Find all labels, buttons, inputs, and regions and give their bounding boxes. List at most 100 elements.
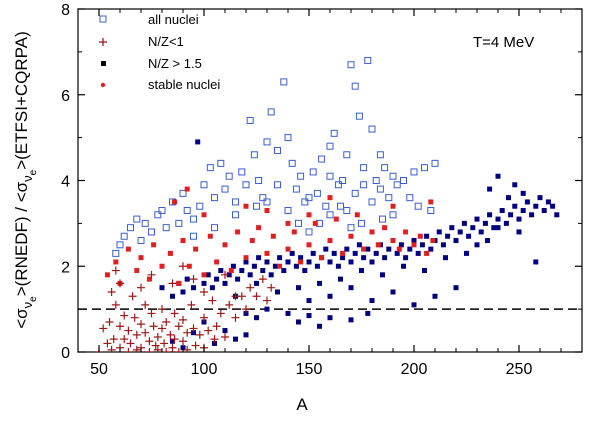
point-nz-gt15 — [306, 298, 312, 304]
point-nz-gt15 — [323, 246, 329, 252]
y-label-sub-1: ν — [20, 302, 35, 309]
point-stable — [228, 268, 234, 274]
point-nz-lt1 — [246, 283, 255, 292]
point-nz-gt15 — [529, 212, 535, 218]
point-nz-gt15 — [352, 250, 358, 256]
point-nz-gt15 — [205, 272, 211, 278]
point-all-nuclei — [347, 224, 355, 232]
point-all-nuclei — [259, 194, 267, 202]
point-nz-lt1 — [195, 330, 204, 339]
point-stable — [403, 229, 409, 235]
point-nz-lt1 — [179, 262, 187, 271]
point-nz-lt1 — [200, 313, 208, 322]
point-nz-lt1 — [111, 300, 120, 309]
point-nz-lt1 — [162, 348, 171, 352]
point-nz-gt15 — [466, 233, 472, 239]
point-nz-gt15 — [422, 268, 427, 274]
point-nz-gt15 — [275, 289, 280, 295]
point-all-nuclei — [414, 202, 422, 210]
y-label-sub-2: ν — [20, 175, 35, 182]
point-nz-gt15 — [541, 208, 547, 214]
point-all-nuclei — [358, 219, 365, 227]
point-all-nuclei — [360, 181, 368, 189]
point-all-nuclei — [137, 237, 145, 245]
point-all-nuclei — [400, 177, 407, 184]
x-axis-label: A — [296, 395, 308, 414]
point-all-nuclei — [393, 181, 401, 189]
point-stable — [184, 186, 190, 192]
point-stable — [306, 242, 312, 248]
point-stable — [201, 212, 207, 218]
point-nz-gt15 — [428, 246, 434, 252]
point-nz-lt1 — [124, 326, 133, 335]
point-nz-lt1 — [128, 292, 137, 301]
point-nz-lt1 — [162, 317, 171, 326]
x-tick-label: 200 — [401, 361, 428, 378]
point-stable — [201, 272, 207, 278]
point-nz-gt15 — [277, 255, 283, 261]
point-all-nuclei — [318, 155, 326, 163]
point-nz-gt15 — [239, 268, 245, 274]
point-nz-gt15 — [461, 220, 467, 226]
point-nz-lt1 — [99, 324, 108, 333]
point-nz-gt15 — [214, 276, 220, 282]
point-nz-gt15 — [453, 238, 459, 244]
point-stable — [291, 229, 297, 235]
point-nz-lt1 — [225, 300, 234, 309]
point-nz-gt15 — [251, 263, 257, 269]
point-nz-gt15 — [348, 317, 354, 323]
legend-label-stable: stable nuclei — [148, 77, 220, 92]
point-nz-gt15 — [365, 310, 371, 316]
point-all-nuclei — [389, 172, 397, 180]
point-nz-lt1 — [168, 343, 177, 352]
point-all-nuclei — [364, 56, 372, 64]
point-stable — [285, 220, 291, 226]
point-nz-gt15 — [440, 242, 446, 248]
point-nz-lt1 — [187, 300, 196, 309]
point-nz-gt15 — [485, 238, 490, 244]
point-stable — [340, 250, 346, 256]
point-nz-lt1 — [147, 309, 156, 318]
point-nz-gt15 — [327, 259, 333, 265]
point-nz-gt15 — [499, 208, 505, 214]
point-nz-gt15 — [159, 285, 165, 291]
point-all-nuclei — [232, 211, 239, 219]
point-nz-gt15 — [411, 238, 417, 244]
y-label-subsub-2: e — [28, 169, 39, 175]
point-stable — [277, 263, 283, 269]
point-stable — [348, 233, 354, 239]
point-nz-gt15 — [365, 246, 371, 252]
point-nz-gt15 — [424, 233, 430, 239]
point-nz-gt15 — [180, 345, 186, 351]
point-nz-gt15 — [285, 310, 291, 316]
point-stable — [172, 199, 178, 205]
point-nz-gt15 — [317, 323, 322, 329]
legend-marker-nz-gt15 — [101, 61, 106, 66]
legend: all nuclei N/Z<1 N/Z > 1.5 stable nuclei — [99, 12, 220, 92]
point-nz-gt15 — [491, 225, 497, 231]
point-nz-gt15 — [537, 195, 543, 201]
point-all-nuclei — [158, 207, 166, 215]
point-nz-lt1 — [216, 309, 225, 318]
point-all-nuclei — [116, 241, 124, 249]
point-all-nuclei — [326, 211, 334, 219]
point-nz-gt15 — [380, 272, 385, 278]
point-nz-lt1 — [160, 339, 169, 348]
point-nz-gt15 — [533, 259, 539, 265]
point-all-nuclei — [267, 108, 275, 116]
x-axis-ticks: 50 100 150 200 250 — [90, 9, 562, 378]
point-nz-gt15 — [201, 319, 207, 325]
point-nz-gt15 — [296, 285, 301, 291]
point-nz-gt15 — [243, 259, 249, 265]
point-nz-lt1 — [170, 335, 179, 344]
point-nz-gt15 — [254, 280, 259, 286]
point-all-nuclei — [196, 202, 204, 210]
y-axis-ticks: 0 2 4 6 8 — [61, 2, 582, 362]
point-nz-lt1 — [263, 296, 271, 305]
point-all-nuclei — [334, 181, 342, 189]
point-nz-gt15 — [520, 208, 526, 214]
point-nz-gt15 — [170, 338, 175, 344]
point-stable — [312, 220, 318, 226]
point-nz-gt15 — [478, 229, 484, 235]
